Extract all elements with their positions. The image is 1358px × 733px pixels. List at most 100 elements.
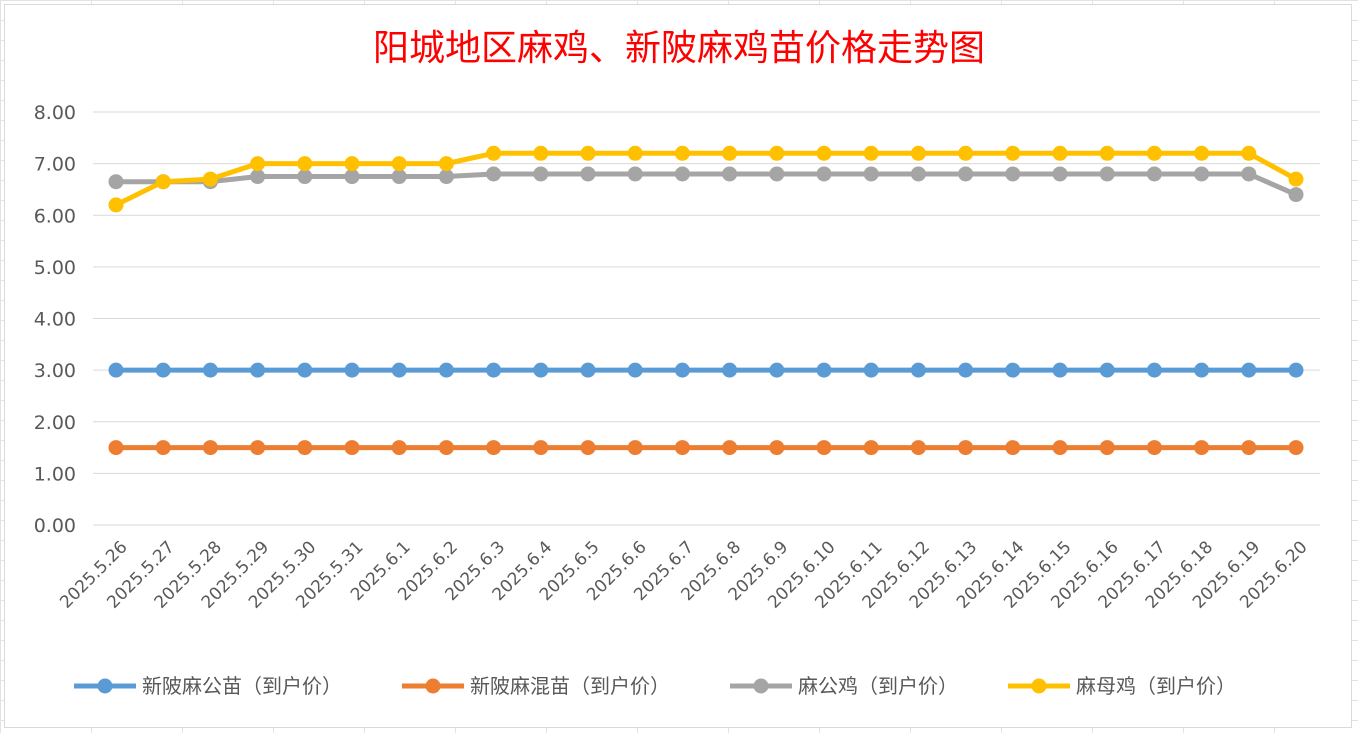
- data-point: [1099, 166, 1115, 182]
- data-point: [438, 362, 454, 378]
- data-point: [297, 156, 313, 172]
- data-point: [769, 362, 785, 378]
- data-point: [1005, 145, 1021, 161]
- data-point: [1288, 362, 1304, 378]
- data-point: [722, 145, 738, 161]
- data-point: [816, 166, 832, 182]
- data-point: [344, 362, 360, 378]
- data-point: [958, 145, 974, 161]
- y-tick-label: 4.00: [34, 309, 76, 331]
- data-point: [910, 362, 926, 378]
- y-tick-label: 5.00: [34, 257, 76, 279]
- data-point: [533, 440, 549, 456]
- legend-label: 麻母鸡（到户价）: [1076, 674, 1236, 698]
- data-point: [1005, 166, 1021, 182]
- data-point: [1005, 362, 1021, 378]
- data-point: [438, 156, 454, 172]
- data-point: [580, 362, 596, 378]
- data-point: [1099, 145, 1115, 161]
- data-point: [958, 440, 974, 456]
- data-point: [533, 145, 549, 161]
- series-line: [114, 150, 1298, 208]
- data-point: [1146, 145, 1162, 161]
- series-2: [108, 440, 1304, 456]
- data-point: [769, 440, 785, 456]
- data-point: [155, 440, 171, 456]
- legend-marker: [1031, 678, 1047, 694]
- y-tick-label: 6.00: [34, 205, 76, 227]
- data-point: [1052, 145, 1068, 161]
- data-point: [1146, 166, 1162, 182]
- data-point: [250, 440, 266, 456]
- data-point: [1146, 362, 1162, 378]
- y-tick-label: 8.00: [34, 102, 76, 124]
- legend-marker: [97, 678, 113, 694]
- data-point: [533, 166, 549, 182]
- data-point: [391, 362, 407, 378]
- legend-entry: 新陂麻混苗（到户价）: [402, 674, 670, 698]
- data-point: [1288, 171, 1304, 187]
- legend-label: 新陂麻公苗（到户价）: [142, 674, 342, 698]
- data-point: [202, 362, 218, 378]
- data-point: [863, 362, 879, 378]
- data-point: [391, 156, 407, 172]
- legend-label: 麻公鸡（到户价）: [798, 674, 958, 698]
- y-tick-label: 0.00: [34, 515, 76, 537]
- data-point: [769, 166, 785, 182]
- data-point: [438, 169, 454, 185]
- data-point: [958, 166, 974, 182]
- data-point: [722, 362, 738, 378]
- data-point: [580, 440, 596, 456]
- legend-label: 新陂麻混苗（到户价）: [470, 674, 670, 698]
- data-point: [486, 166, 502, 182]
- series-1: [108, 362, 1304, 378]
- data-point: [155, 362, 171, 378]
- data-point: [1241, 145, 1257, 161]
- data-point: [627, 166, 643, 182]
- data-point: [486, 440, 502, 456]
- data-point: [108, 362, 124, 378]
- data-point: [627, 362, 643, 378]
- data-point: [486, 362, 502, 378]
- data-point: [580, 145, 596, 161]
- data-point: [1194, 440, 1210, 456]
- data-point: [1241, 166, 1257, 182]
- data-point: [344, 169, 360, 185]
- data-point: [250, 362, 266, 378]
- data-point: [627, 145, 643, 161]
- series-3: [108, 166, 1304, 203]
- data-point: [250, 169, 266, 185]
- data-point: [108, 197, 124, 213]
- data-point: [722, 440, 738, 456]
- data-point: [344, 156, 360, 172]
- data-point: [1241, 440, 1257, 456]
- legend: 新陂麻公苗（到户价） 新陂麻混苗（到户价） 麻公鸡（到户价） 麻母鸡（到户价）: [74, 674, 1236, 698]
- data-point: [627, 440, 643, 456]
- data-point: [910, 145, 926, 161]
- data-point: [202, 440, 218, 456]
- legend-marker: [753, 678, 769, 694]
- series-line: [116, 171, 1298, 197]
- data-point: [155, 174, 171, 190]
- y-axis: 0.00 1.00 2.00 3.00 4.00 5.00 6.00 7.00 8.00: [34, 102, 76, 537]
- data-point: [580, 166, 596, 182]
- data-point: [202, 171, 218, 187]
- data-point: [391, 169, 407, 185]
- data-point: [863, 145, 879, 161]
- chart-title: 阳城地区麻鸡、新陂麻鸡苗价格走势图: [373, 28, 985, 69]
- legend-entry: 新陂麻公苗（到户价）: [74, 674, 342, 698]
- data-point: [1099, 362, 1115, 378]
- y-tick-label: 2.00: [34, 412, 76, 434]
- legend-entry: 麻母鸡（到户价）: [1008, 674, 1236, 698]
- data-point: [297, 169, 313, 185]
- data-point: [863, 440, 879, 456]
- plot-area: [108, 145, 1304, 456]
- data-point: [816, 440, 832, 456]
- data-point: [250, 156, 266, 172]
- data-point: [1241, 362, 1257, 378]
- data-point: [910, 166, 926, 182]
- y-tick-label: 3.00: [34, 360, 76, 382]
- data-point: [958, 362, 974, 378]
- data-point: [674, 145, 690, 161]
- data-point: [1194, 362, 1210, 378]
